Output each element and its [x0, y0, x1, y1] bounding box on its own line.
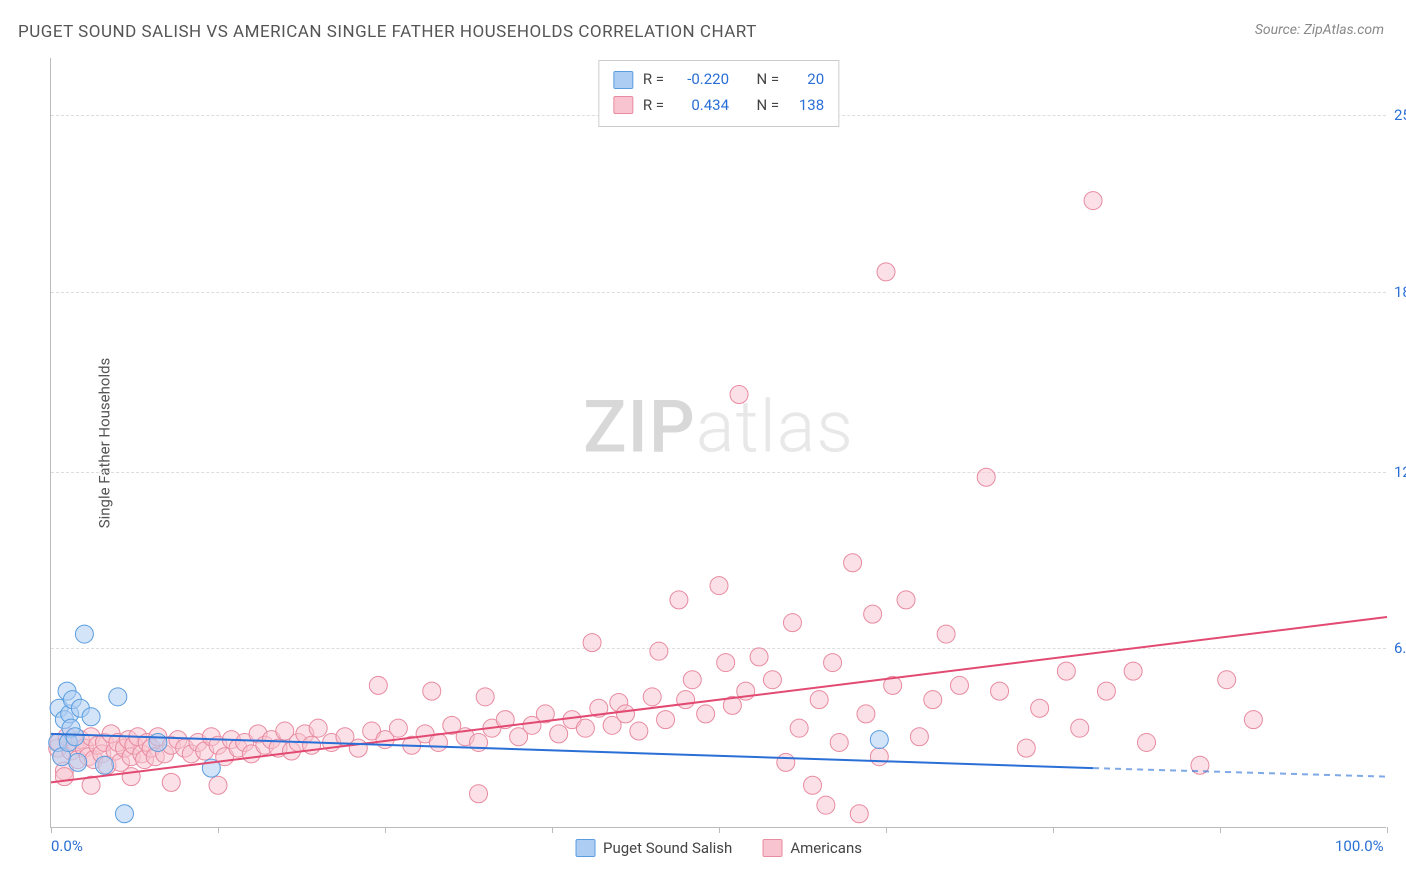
swatch-americans [613, 96, 633, 114]
correlation-stat-box: R = -0.220 N = 20 R = 0.434 N = 138 [598, 60, 839, 127]
r-value-salish: -0.220 [674, 67, 729, 93]
n-label: N = [757, 67, 780, 93]
r-label: R = [643, 93, 664, 119]
legend-swatch-salish [575, 839, 595, 857]
plot-region: Single Father Households ZIPatlas 6.3%12… [50, 58, 1386, 828]
plot-svg [51, 58, 1386, 827]
r-label: R = [643, 67, 664, 93]
legend-item-salish: Puget Sound Salish [575, 839, 732, 857]
legend-item-americans: Americans [762, 839, 862, 857]
n-value-americans: 138 [789, 93, 824, 119]
n-label: N = [757, 93, 780, 119]
r-value-americans: 0.434 [674, 93, 729, 119]
legend-swatch-americans [762, 839, 782, 857]
source-attribution: Source: ZipAtlas.com [1255, 22, 1384, 38]
swatch-salish [613, 71, 633, 89]
legend-label-salish: Puget Sound Salish [603, 839, 732, 857]
stat-row-americans: R = 0.434 N = 138 [613, 93, 824, 119]
chart-title: PUGET SOUND SALISH VS AMERICAN SINGLE FA… [18, 22, 757, 42]
n-value-salish: 20 [789, 67, 824, 93]
legend-label-americans: Americans [790, 839, 862, 857]
stat-row-salish: R = -0.220 N = 20 [613, 67, 824, 93]
bottom-legend: Puget Sound Salish Americans [575, 839, 862, 857]
